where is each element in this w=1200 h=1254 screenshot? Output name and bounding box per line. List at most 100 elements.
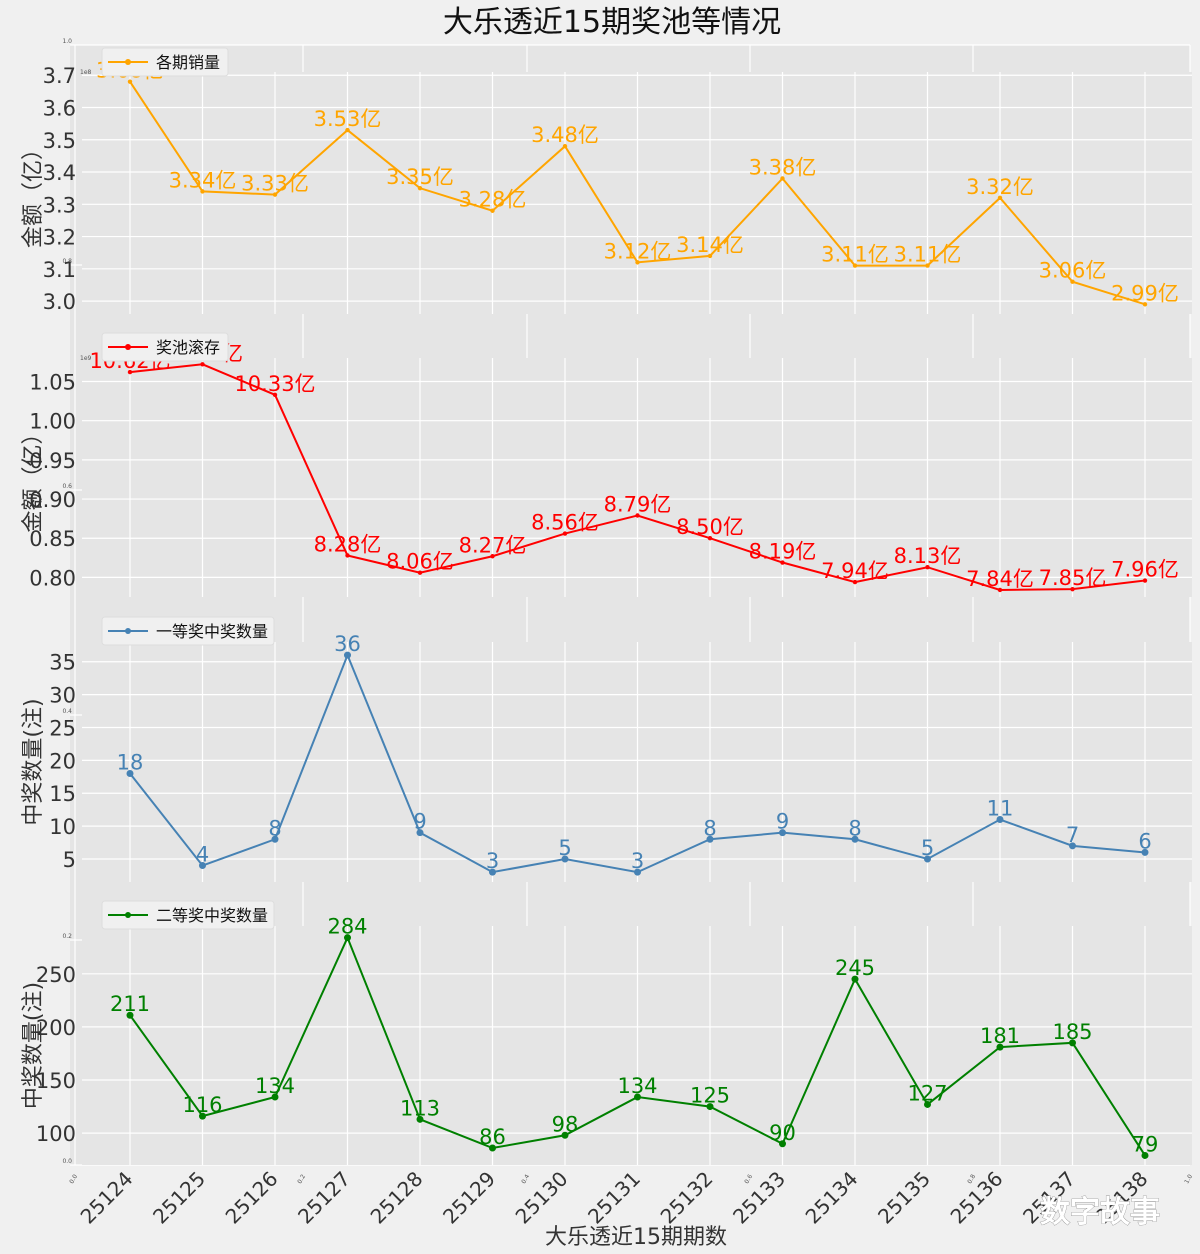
data-label: 5 [558, 836, 571, 860]
data-label: 3.11亿 [821, 243, 889, 267]
data-label: 9 [413, 810, 426, 834]
data-point [562, 144, 568, 149]
data-label: 3.48亿 [531, 123, 599, 147]
y-tick-label: 3.7 [43, 64, 76, 88]
data-point [924, 855, 931, 863]
legend-marker-sample [125, 628, 131, 634]
y-tick-label: 3.3 [43, 193, 76, 217]
background-x-tick-label: 0.0 [68, 1173, 79, 1185]
data-point [925, 263, 930, 268]
data-label: 3.38亿 [749, 155, 817, 179]
data-label: 8 [703, 816, 716, 840]
legend-box [101, 47, 229, 77]
legend: 二等奖中奖数量 [101, 900, 275, 930]
data-label: 5 [921, 836, 934, 860]
data-point [1141, 848, 1149, 856]
data-label: 245 [835, 956, 875, 980]
data-point [1070, 586, 1075, 592]
data-label: 3.32亿 [966, 175, 1034, 199]
data-point [417, 570, 423, 575]
data-label: 116 [182, 1093, 222, 1117]
data-label: 134 [617, 1074, 657, 1098]
data-point [489, 868, 496, 876]
data-label: 79 [1132, 1132, 1159, 1156]
legend-box [101, 616, 275, 646]
data-label: 3 [631, 849, 644, 873]
legend-box [101, 900, 275, 930]
background-y-tick-label: 0.4 [62, 708, 72, 715]
y-axis-title: 中奖数量(注) [21, 982, 46, 1109]
data-point [852, 263, 858, 268]
data-point [490, 554, 495, 559]
y-tick-label: 0.80 [29, 566, 76, 590]
data-label: 7 [1066, 823, 1079, 847]
legend-label: 一等奖中奖数量 [156, 622, 268, 641]
data-point [634, 1093, 641, 1101]
data-label: 86 [479, 1125, 506, 1149]
data-point [200, 189, 205, 194]
legend-marker-sample [125, 344, 131, 350]
data-label: 3.34亿 [169, 168, 237, 192]
data-point [272, 392, 278, 398]
data-label: 8.27亿 [459, 533, 527, 557]
background-x-tick-label: 0.2 [296, 1173, 307, 1185]
data-label: 7.84亿 [966, 567, 1034, 591]
background-x-tick-label: 0.4 [520, 1173, 531, 1185]
legend-label: 二等奖中奖数量 [156, 906, 268, 925]
legend-marker-sample [125, 912, 131, 918]
data-point [635, 260, 640, 265]
data-point [344, 651, 351, 659]
data-label: 7.85亿 [1039, 566, 1107, 590]
data-label: 4 [196, 843, 209, 867]
y-tick-label: 20 [49, 749, 76, 773]
data-label: 181 [980, 1024, 1020, 1048]
data-point [706, 835, 714, 843]
legend-marker-sample [125, 59, 131, 65]
background-y-tick-label: 0.8 [62, 258, 72, 265]
data-point [780, 560, 785, 565]
y-tick-label: 10 [49, 815, 76, 839]
y-tick-label: 0.95 [29, 449, 76, 473]
y-tick-label: 0.90 [29, 488, 76, 512]
y-axis-title: 金额（亿） [21, 422, 46, 532]
data-point [996, 816, 1004, 824]
y-tick-label: 150 [36, 1069, 76, 1093]
data-label: 18 [117, 751, 144, 775]
y-scale-label: 1e8 [80, 69, 92, 76]
data-point [1141, 1151, 1149, 1159]
data-point [779, 829, 786, 837]
data-point [416, 1115, 424, 1123]
data-point [489, 1144, 496, 1152]
data-label: 8.19亿 [749, 540, 817, 564]
data-point [127, 79, 133, 84]
panel-1: 3.03.13.23.33.43.53.63.71e8金额（亿）3.68亿3.3… [21, 47, 1192, 314]
data-point [707, 536, 713, 541]
data-label: 3 [486, 849, 499, 873]
legend: 奖池滚存 [101, 332, 229, 362]
y-tick-label: 3.2 [43, 226, 76, 250]
background-y-tick-label: 0.2 [62, 933, 72, 940]
data-point [416, 829, 424, 837]
data-point [344, 934, 351, 942]
data-label: 8.13亿 [894, 544, 962, 568]
data-point [634, 868, 641, 876]
data-point [561, 1131, 569, 1139]
data-label: 185 [1052, 1020, 1092, 1044]
data-point [707, 253, 713, 259]
data-point [345, 127, 350, 133]
data-point [851, 975, 859, 983]
data-label: 8 [268, 816, 281, 840]
data-point [199, 862, 206, 870]
y-tick-label: 100 [36, 1122, 76, 1146]
data-label: 3.12亿 [604, 239, 672, 263]
legend-label: 奖池滚存 [156, 338, 220, 357]
data-label: 9 [776, 810, 789, 834]
watermark-text: 数字故事 [1040, 1195, 1160, 1230]
data-label: 3.33亿 [241, 172, 309, 196]
data-label: 2.99亿 [1111, 281, 1179, 305]
legend-label: 各期销量 [156, 53, 220, 72]
y-scale-label: 1e9 [80, 355, 92, 362]
legend: 各期销量 [101, 47, 229, 77]
